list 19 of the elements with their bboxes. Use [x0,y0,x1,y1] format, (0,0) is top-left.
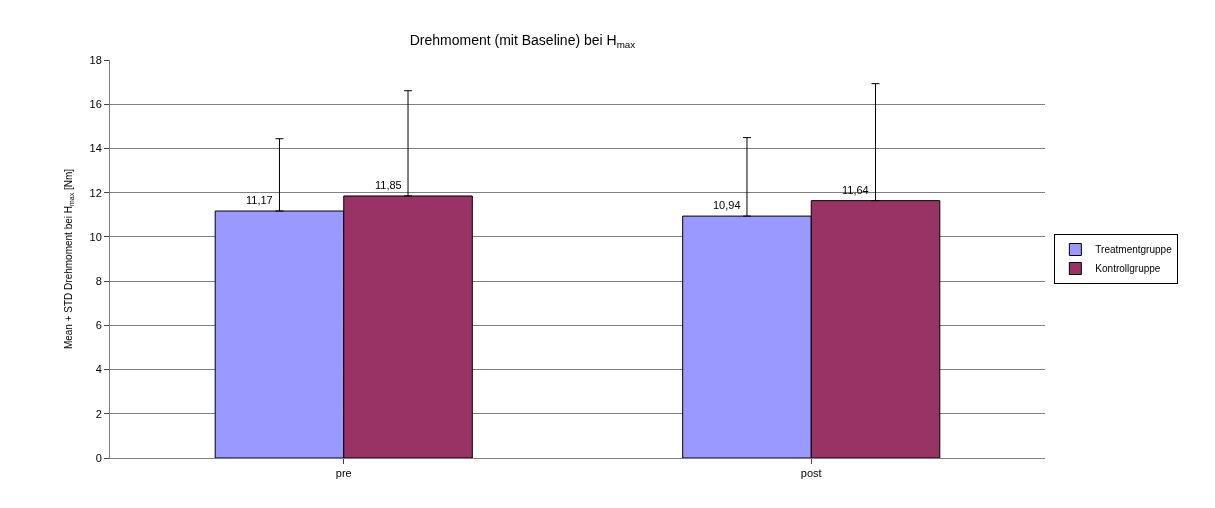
x-tick-label: post [800,467,822,480]
legend-label: Kontrollgruppe [1095,263,1161,275]
data-label: 11,64 [842,184,869,196]
y-tick-label: 8 [95,274,102,287]
legend-label: Treatmentgruppe [1095,244,1173,256]
data-label: 10,94 [713,199,741,211]
y-tick-label: 18 [89,53,102,66]
x-tick-label: pre [335,467,352,480]
chart-title: Drehmoment (mit Baseline) bei H$_{max}$ [409,32,636,51]
y-tick-label: 10 [89,230,102,243]
y-tick-label: 6 [95,319,102,332]
y-tick-label: 4 [95,363,102,376]
y-tick-label: 0 [95,451,102,464]
y-tick-label: 2 [95,407,102,420]
y-tick-label: 16 [89,98,102,111]
y-tick-label: 12 [89,186,102,199]
data-label: 11,17 [246,194,273,206]
data-label: 11,85 [375,179,402,191]
y-tick-label: 14 [89,142,102,155]
